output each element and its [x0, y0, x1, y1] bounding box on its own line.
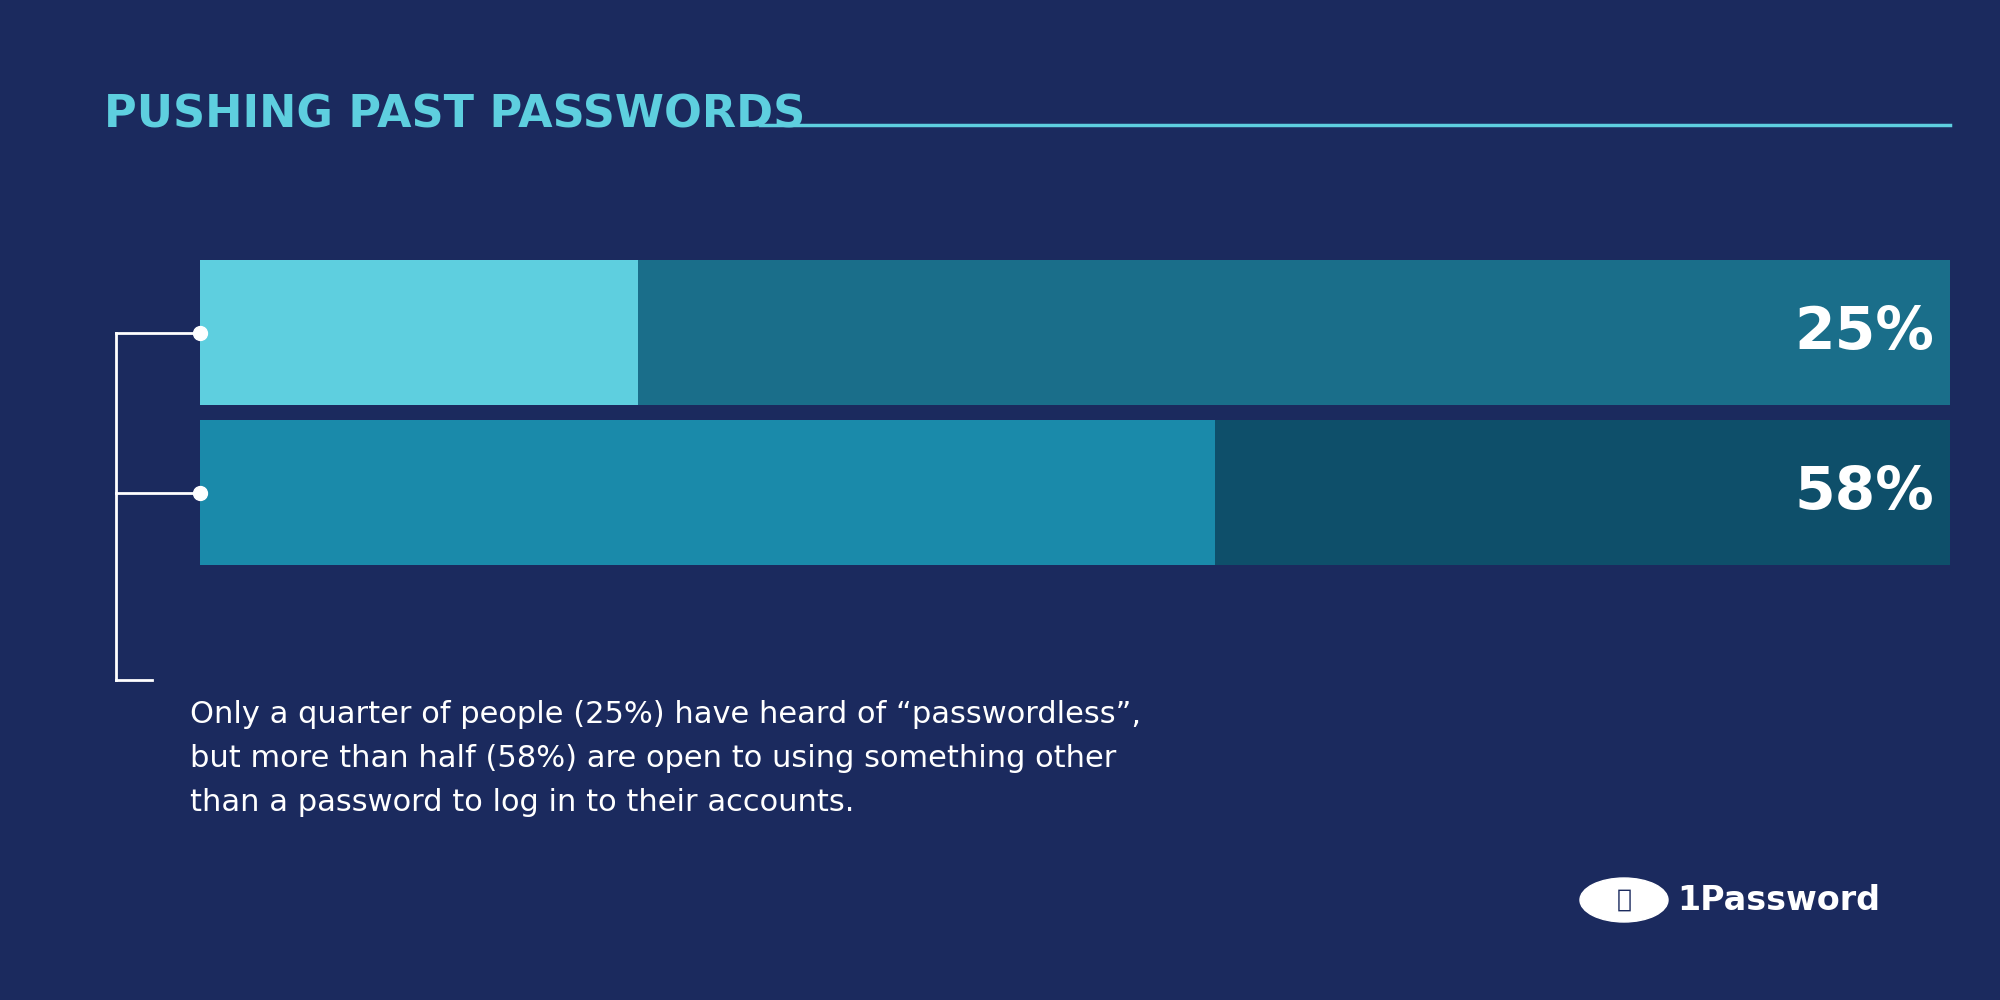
Text: 25%: 25%	[1794, 304, 1934, 361]
Bar	[200, 260, 638, 405]
Text: 1Password: 1Password	[1676, 884, 1880, 916]
Bar	[200, 420, 1950, 565]
Text: 58%: 58%	[1794, 464, 1934, 521]
Circle shape	[1580, 878, 1668, 922]
Text: ⓘ: ⓘ	[1616, 888, 1632, 912]
Bar	[200, 260, 1950, 405]
Text: Only a quarter of people (25%) have heard of “passwordless”,
but more than half : Only a quarter of people (25%) have hear…	[190, 700, 1142, 817]
Text: PUSHING PAST PASSWORDS: PUSHING PAST PASSWORDS	[104, 94, 806, 136]
Bar	[200, 420, 1216, 565]
